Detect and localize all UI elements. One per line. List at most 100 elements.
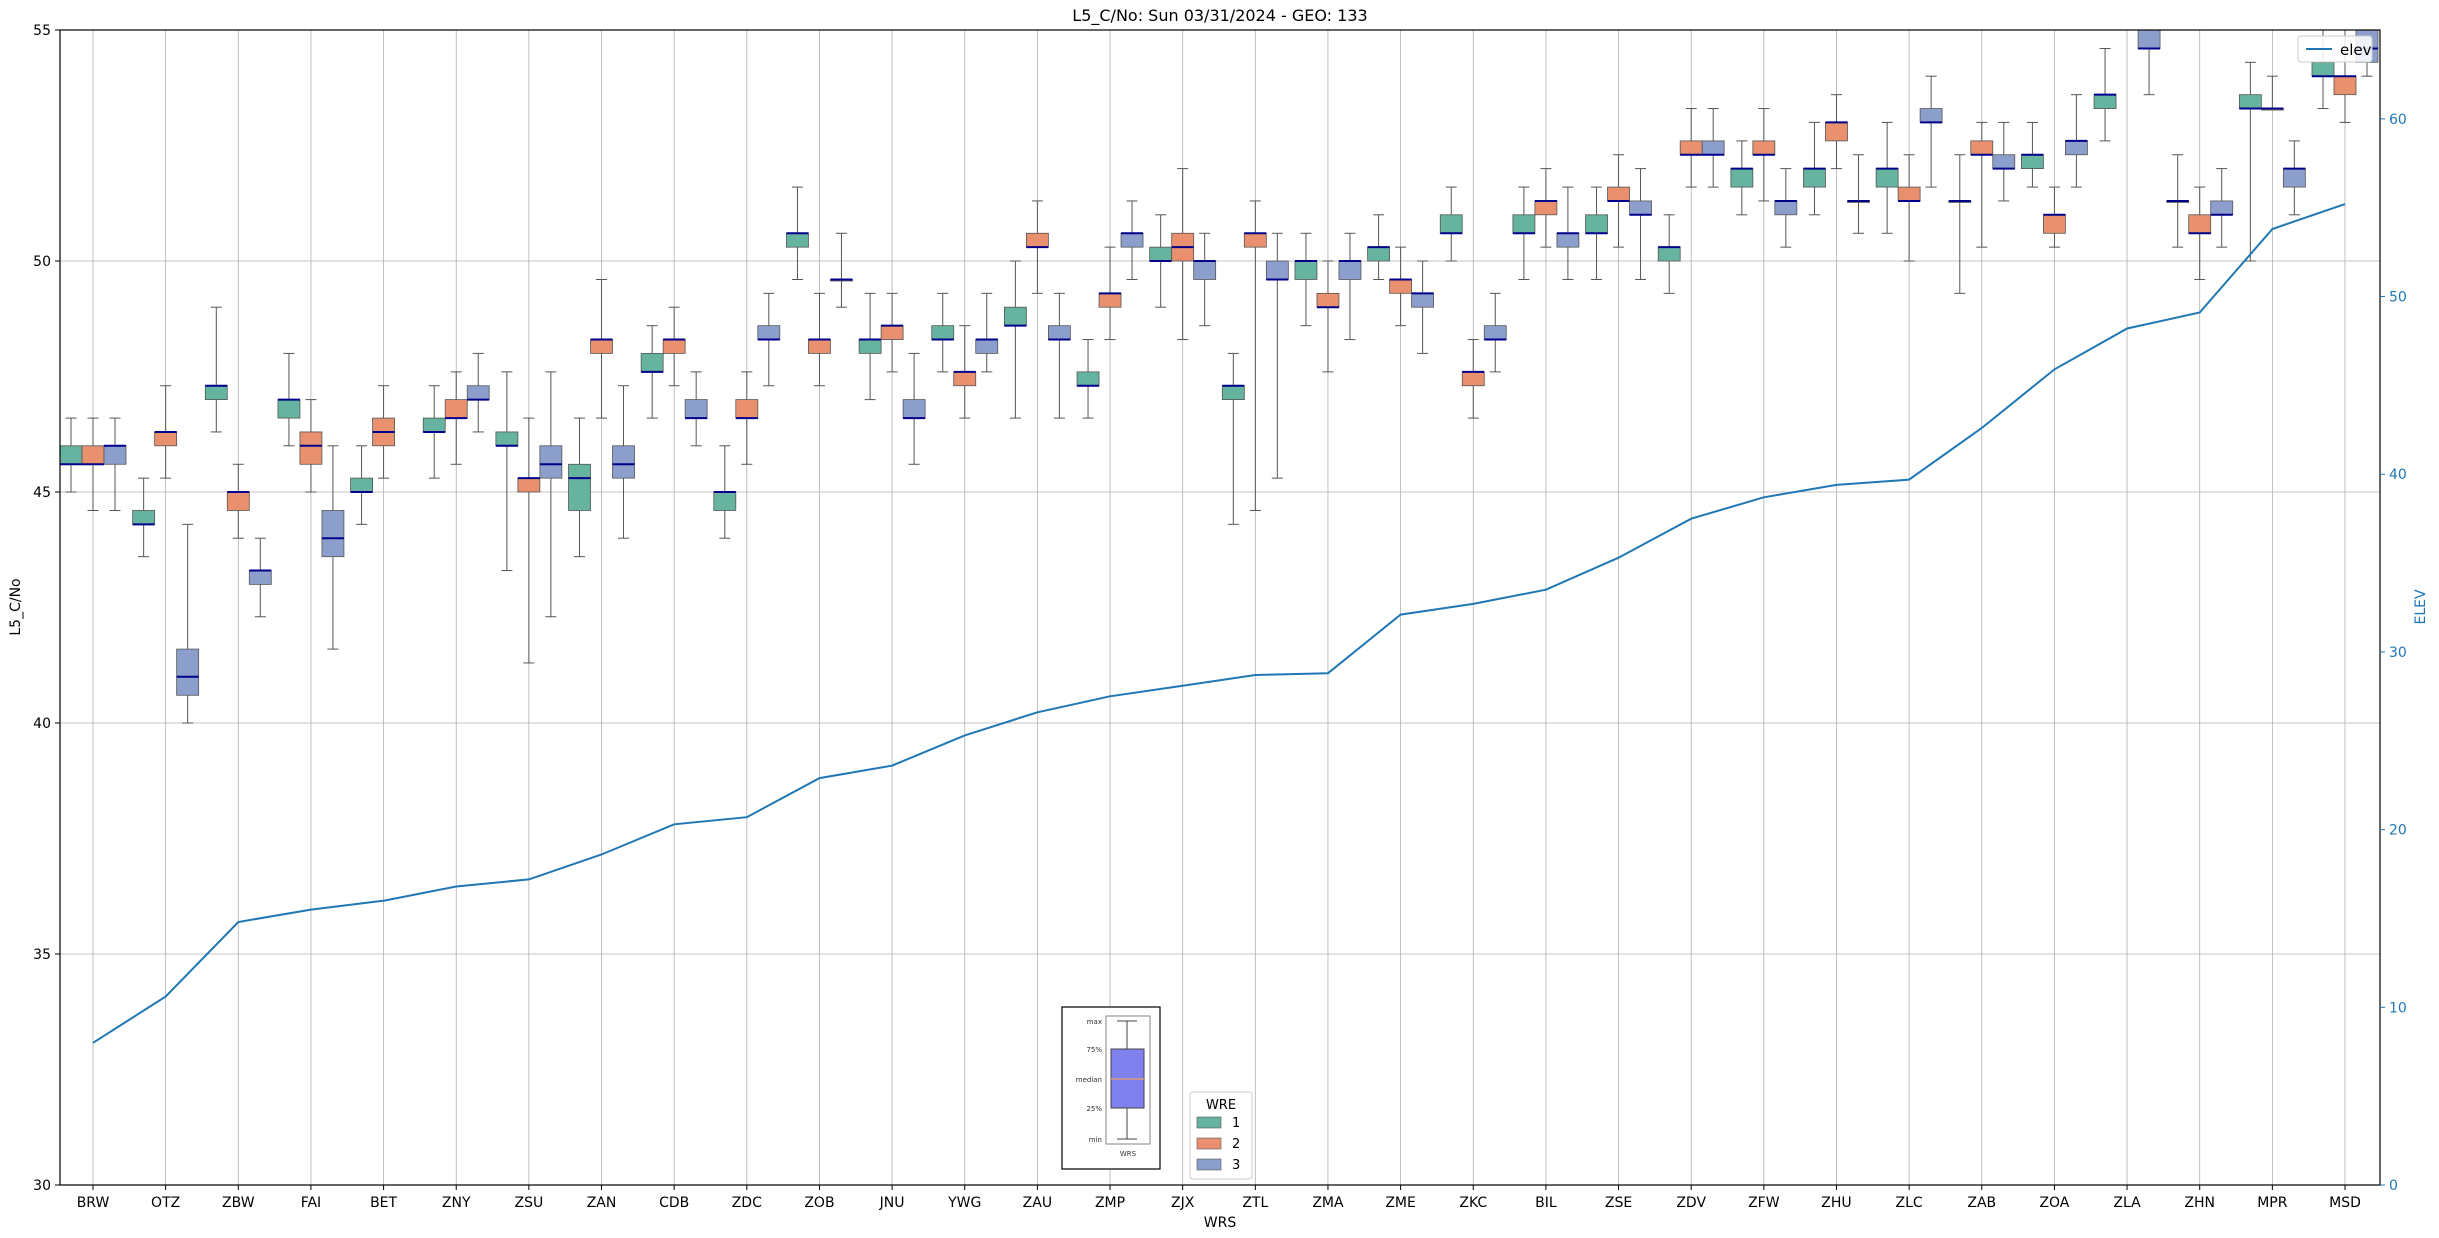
box-zse-wre3 bbox=[1629, 168, 1652, 280]
box-cdb-wre1 bbox=[640, 325, 664, 419]
x-tick-label-bet: BET bbox=[370, 1195, 397, 1211]
chart-title: L5_C/No: Sun 03/31/2024 - GEO: 133 bbox=[1072, 6, 1367, 26]
elev-legend-label: elev bbox=[2340, 41, 2372, 59]
x-tick-label-brw: BRW bbox=[77, 1195, 110, 1211]
box-zau-wre2 bbox=[1025, 200, 1049, 294]
box-body bbox=[1120, 232, 1144, 248]
y-axis-label: L5_C/No bbox=[8, 578, 24, 635]
y2-tick-label: 40 bbox=[2389, 467, 2407, 483]
x-tick-label-zla: ZLA bbox=[2113, 1195, 2141, 1211]
box-mpr-wre2 bbox=[2260, 75, 2284, 111]
box-body bbox=[1629, 200, 1652, 216]
box-zme-wre3 bbox=[1411, 260, 1435, 354]
elev-line-series bbox=[92, 203, 2346, 1044]
box-otz-wre3 bbox=[176, 523, 200, 724]
box-body bbox=[1025, 232, 1049, 248]
x-tick-label-zma: ZMA bbox=[1312, 1195, 1344, 1211]
box-body bbox=[1970, 140, 1994, 156]
y2-axis-label: ELEV bbox=[2413, 589, 2429, 624]
elev-legend: elev bbox=[2297, 35, 2373, 63]
box-brw-wre3 bbox=[103, 417, 127, 511]
box-body bbox=[1679, 140, 1703, 156]
box-jnu-wre1 bbox=[858, 292, 882, 401]
box-body bbox=[1825, 122, 1848, 142]
box-zab-wre2 bbox=[1970, 121, 1994, 248]
box-zny-wre3 bbox=[466, 352, 490, 433]
y-tick-label: 30 bbox=[33, 1178, 51, 1194]
box-body bbox=[277, 399, 301, 419]
elev-legend-frame bbox=[2297, 35, 2373, 63]
box-body bbox=[1875, 168, 1899, 188]
inset-label-25: 25% bbox=[1086, 1105, 1102, 1113]
box-ywg-wre2 bbox=[953, 325, 977, 419]
x-tick-label-zse: ZSE bbox=[1605, 1195, 1632, 1211]
box-body bbox=[1730, 168, 1754, 188]
y-tick-label: 55 bbox=[33, 23, 51, 39]
box-ztl-wre1 bbox=[1221, 352, 1245, 525]
y-tick-label: 40 bbox=[33, 716, 51, 732]
x-tick-label-zsu: ZSU bbox=[515, 1195, 544, 1211]
box-body bbox=[1316, 292, 1340, 308]
x-tick-label-zhn: ZHN bbox=[2184, 1195, 2215, 1211]
box-body bbox=[1047, 325, 1071, 340]
box-zan-wre1 bbox=[568, 417, 591, 558]
y-tick-label: 50 bbox=[33, 254, 51, 270]
box-body bbox=[684, 399, 708, 419]
box-body bbox=[1294, 260, 1318, 280]
box-ztl-wre2 bbox=[1243, 200, 1267, 511]
box-zhn-wre2 bbox=[2188, 186, 2212, 280]
box-bet-wre1 bbox=[350, 445, 373, 525]
box-zdc-wre2 bbox=[735, 371, 759, 465]
box-zse-wre1 bbox=[1585, 186, 1608, 280]
x-tick-label-msd: MSD bbox=[2329, 1195, 2361, 1211]
box-body bbox=[422, 417, 446, 433]
box-body bbox=[568, 463, 591, 511]
y-tick-label: 45 bbox=[33, 485, 51, 501]
box-zkc-wre1 bbox=[1439, 186, 1463, 262]
box-zse-wre2 bbox=[1607, 154, 1630, 248]
wre-legend-swatch-3 bbox=[1196, 1158, 1222, 1171]
inset-x-label: WRS bbox=[1120, 1150, 1137, 1158]
x-tick-label-zme: ZME bbox=[1385, 1195, 1416, 1211]
box-mpr-wre3 bbox=[2282, 140, 2306, 216]
box-body bbox=[2188, 214, 2212, 234]
box-body bbox=[1076, 371, 1100, 387]
box-zob-wre1 bbox=[786, 186, 809, 280]
box-zau-wre1 bbox=[1003, 260, 1027, 419]
box-ywg-wre1 bbox=[931, 292, 955, 373]
box-fai-wre1 bbox=[277, 352, 301, 447]
y2-tick-label: 0 bbox=[2389, 1178, 2398, 1194]
box-body bbox=[1992, 154, 2016, 170]
box-body bbox=[517, 477, 541, 493]
x-tick-label-zob: ZOB bbox=[804, 1195, 834, 1211]
box-body bbox=[1774, 200, 1798, 216]
box-zan-wre3 bbox=[612, 385, 635, 539]
box-body bbox=[103, 445, 127, 465]
box-body bbox=[2065, 140, 2088, 156]
box-body bbox=[1439, 214, 1463, 234]
box-mpr-wre1 bbox=[2238, 61, 2262, 262]
box-zhn-wre3 bbox=[2210, 168, 2234, 248]
x-tick-label-cdb: CDB bbox=[659, 1195, 689, 1211]
box-body bbox=[2333, 75, 2357, 96]
box-zfw-wre1 bbox=[1730, 140, 1754, 216]
wre-legend-label-2: 2 bbox=[1232, 1137, 1240, 1152]
box-body bbox=[2282, 168, 2306, 188]
box-body bbox=[226, 491, 250, 511]
box-body bbox=[176, 648, 200, 696]
box-body bbox=[757, 325, 781, 340]
x-tick-label-zjx: ZJX bbox=[1171, 1195, 1195, 1211]
x-tick-label-ywg: YWG bbox=[947, 1195, 981, 1211]
box-body bbox=[2093, 94, 2117, 109]
box-body bbox=[539, 445, 563, 479]
box-zsu-wre1 bbox=[495, 371, 519, 572]
x-tick-label-zkc: ZKC bbox=[1459, 1195, 1487, 1211]
box-body bbox=[1607, 186, 1630, 202]
box-body bbox=[1265, 260, 1289, 280]
box-body bbox=[1098, 292, 1122, 308]
box-body bbox=[1149, 246, 1173, 262]
box-zkc-wre3 bbox=[1483, 292, 1507, 373]
x-tick-label-jnu: JNU bbox=[879, 1195, 905, 1211]
box-zau-wre3 bbox=[1047, 292, 1071, 419]
